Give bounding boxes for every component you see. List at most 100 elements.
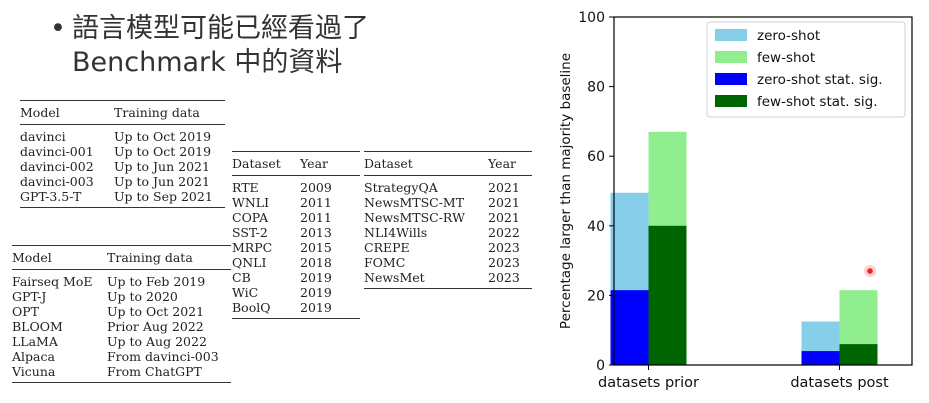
table-row: WNLI 2011 (232, 195, 360, 210)
table-cell: 2009 (300, 180, 332, 195)
y-tick-label: 80 (587, 80, 605, 96)
table-header: Training data (107, 245, 231, 270)
table-cell: davinci-001 (20, 144, 94, 159)
table-cell: BLOOM (12, 319, 63, 334)
y-tick-label: 100 (578, 10, 605, 26)
table-header: Model (20, 100, 114, 125)
table-cell: Vicuna (12, 364, 107, 383)
legend-swatch (715, 51, 747, 63)
table-cell: Up to Jun 2021 (114, 174, 210, 189)
legend-swatch (715, 29, 747, 41)
table-cell: 2023 (488, 240, 520, 255)
table-row: GPT-J Up to 2020 (12, 289, 231, 304)
table-cell: 2023 (488, 255, 520, 270)
table-cell: 2019 (300, 270, 332, 285)
table-header: Dataset (232, 151, 300, 176)
table-row: Vicuna From ChatGPT (12, 364, 231, 383)
table-cell: 2019 (300, 285, 332, 300)
table-cell: LLaMA (12, 334, 58, 349)
table-cell: MRPC (232, 240, 273, 255)
bar-zero-shot-stat-sig- (610, 290, 649, 365)
pointer-dot (867, 268, 873, 274)
table-row: SST-2 2013 (232, 225, 360, 240)
table-row: NewsMet 2023 (364, 270, 532, 289)
table-row: BLOOM Prior Aug 2022 (12, 319, 231, 334)
bar-zero-shot-stat-sig- (801, 351, 840, 365)
legend-label: zero-shot (757, 28, 820, 44)
table-cell: From ChatGPT (107, 364, 231, 383)
table-cell: CREPE (364, 240, 410, 255)
y-tick-label: 40 (587, 219, 605, 235)
y-tick-label: 0 (596, 358, 605, 374)
table-cell: GPT-3.5-T (20, 189, 114, 208)
x-tick-label: datasets prior (598, 375, 699, 391)
table-cell: SST-2 (232, 225, 268, 240)
table-row: MRPC 2015 (232, 240, 360, 255)
legend-label: few-shot stat. sig. (757, 94, 878, 110)
table-row: COPA 2011 (232, 210, 360, 225)
bullet-dot: • (50, 13, 66, 44)
legend-box (706, 21, 906, 118)
table-cell: NewsMTSC-RW (364, 210, 465, 225)
table-datasets-post: Dataset Year StrategyQA 2021 NewsMTSC-MT 20… (364, 151, 532, 289)
y-tick-label: 20 (587, 288, 605, 304)
table-cell: davinci-002 (20, 159, 94, 174)
table-open-models: Model Training data Fairseq MoE Up to Feb… (12, 245, 231, 383)
table-cell: WNLI (232, 195, 270, 210)
table-row: RTE 2009 (232, 176, 360, 195)
bar-few-shot-stat-sig- (648, 225, 687, 365)
table-header: Model (12, 245, 107, 270)
table-cell: QNLI (232, 255, 267, 270)
table-cell: Prior Aug 2022 (107, 319, 204, 334)
table-header: Year (488, 151, 532, 176)
table-cell: CB (232, 270, 251, 285)
table-cell: davinci-003 (20, 174, 94, 189)
table-row: Fairseq MoE Up to Feb 2019 (12, 270, 231, 289)
table-row: davinci-003 Up to Jun 2021 (20, 174, 225, 189)
table-cell: Up to Oct 2021 (107, 304, 205, 319)
table-row: NewsMTSC-MT 2021 (364, 195, 532, 210)
table-row: LLaMA Up to Aug 2022 (12, 334, 231, 349)
table-cell: RTE (232, 180, 259, 195)
table-cell: 2021 (488, 180, 520, 195)
plot-frame (613, 16, 913, 366)
table-cell: 2019 (300, 300, 360, 319)
table-cell: Up to Oct 2019 (114, 144, 212, 159)
legend-label: few-shot (757, 50, 815, 66)
table-row: davinci-001 Up to Oct 2019 (20, 144, 225, 159)
table-cell: BoolQ (232, 300, 300, 319)
table-datasets-prior: Dataset Year RTE 2009 WNLI 2011 COPA 2011 SST-… (232, 151, 360, 319)
bullet-line-2: Benchmark 中的資料 (72, 47, 343, 78)
table-cell: Up to Sep 2021 (114, 189, 225, 208)
table-row: QNLI 2018 (232, 255, 360, 270)
table-cell: 2021 (488, 195, 520, 210)
bar-few-shot-stat-sig- (839, 344, 878, 365)
table-row: WiC 2019 (232, 285, 360, 300)
table-header: Training data (114, 100, 225, 125)
table-cell: NewsMet (364, 270, 488, 289)
table-cell: COPA (232, 210, 269, 225)
table-row: FOMC 2023 (364, 255, 532, 270)
legend-swatch (715, 95, 747, 107)
bar-chart: 0 20 40 60 80 100 datasets prior datasets post P… (558, 10, 913, 391)
table-cell: From davinci-003 (107, 349, 219, 364)
table-row: StrategyQA 2021 (364, 176, 532, 195)
legend-swatch (715, 73, 747, 85)
table-row: OPT Up to Oct 2021 (12, 304, 231, 319)
table-header: Dataset (364, 151, 488, 176)
table-row: NewsMTSC-RW 2021 (364, 210, 532, 225)
legend-label: zero-shot stat. sig. (757, 72, 883, 88)
table-openai-models: Model Training data davinci Up to Oct 201… (20, 100, 225, 208)
table-cell: 2018 (300, 255, 332, 270)
table-cell: Up to Jun 2021 (114, 159, 210, 174)
table-row: CB 2019 (232, 270, 360, 285)
table-cell: 2013 (300, 225, 332, 240)
table-cell: OPT (12, 304, 39, 319)
table-row: Alpaca From davinci-003 (12, 349, 231, 364)
table-row: NLI4Wills 2022 (364, 225, 532, 240)
table-row: CREPE 2023 (364, 240, 532, 255)
table-cell: Up to Oct 2019 (114, 129, 212, 144)
table-cell: Alpaca (12, 349, 55, 364)
x-tick-label: datasets post (790, 375, 889, 391)
table-cell: NewsMTSC-MT (364, 195, 465, 210)
